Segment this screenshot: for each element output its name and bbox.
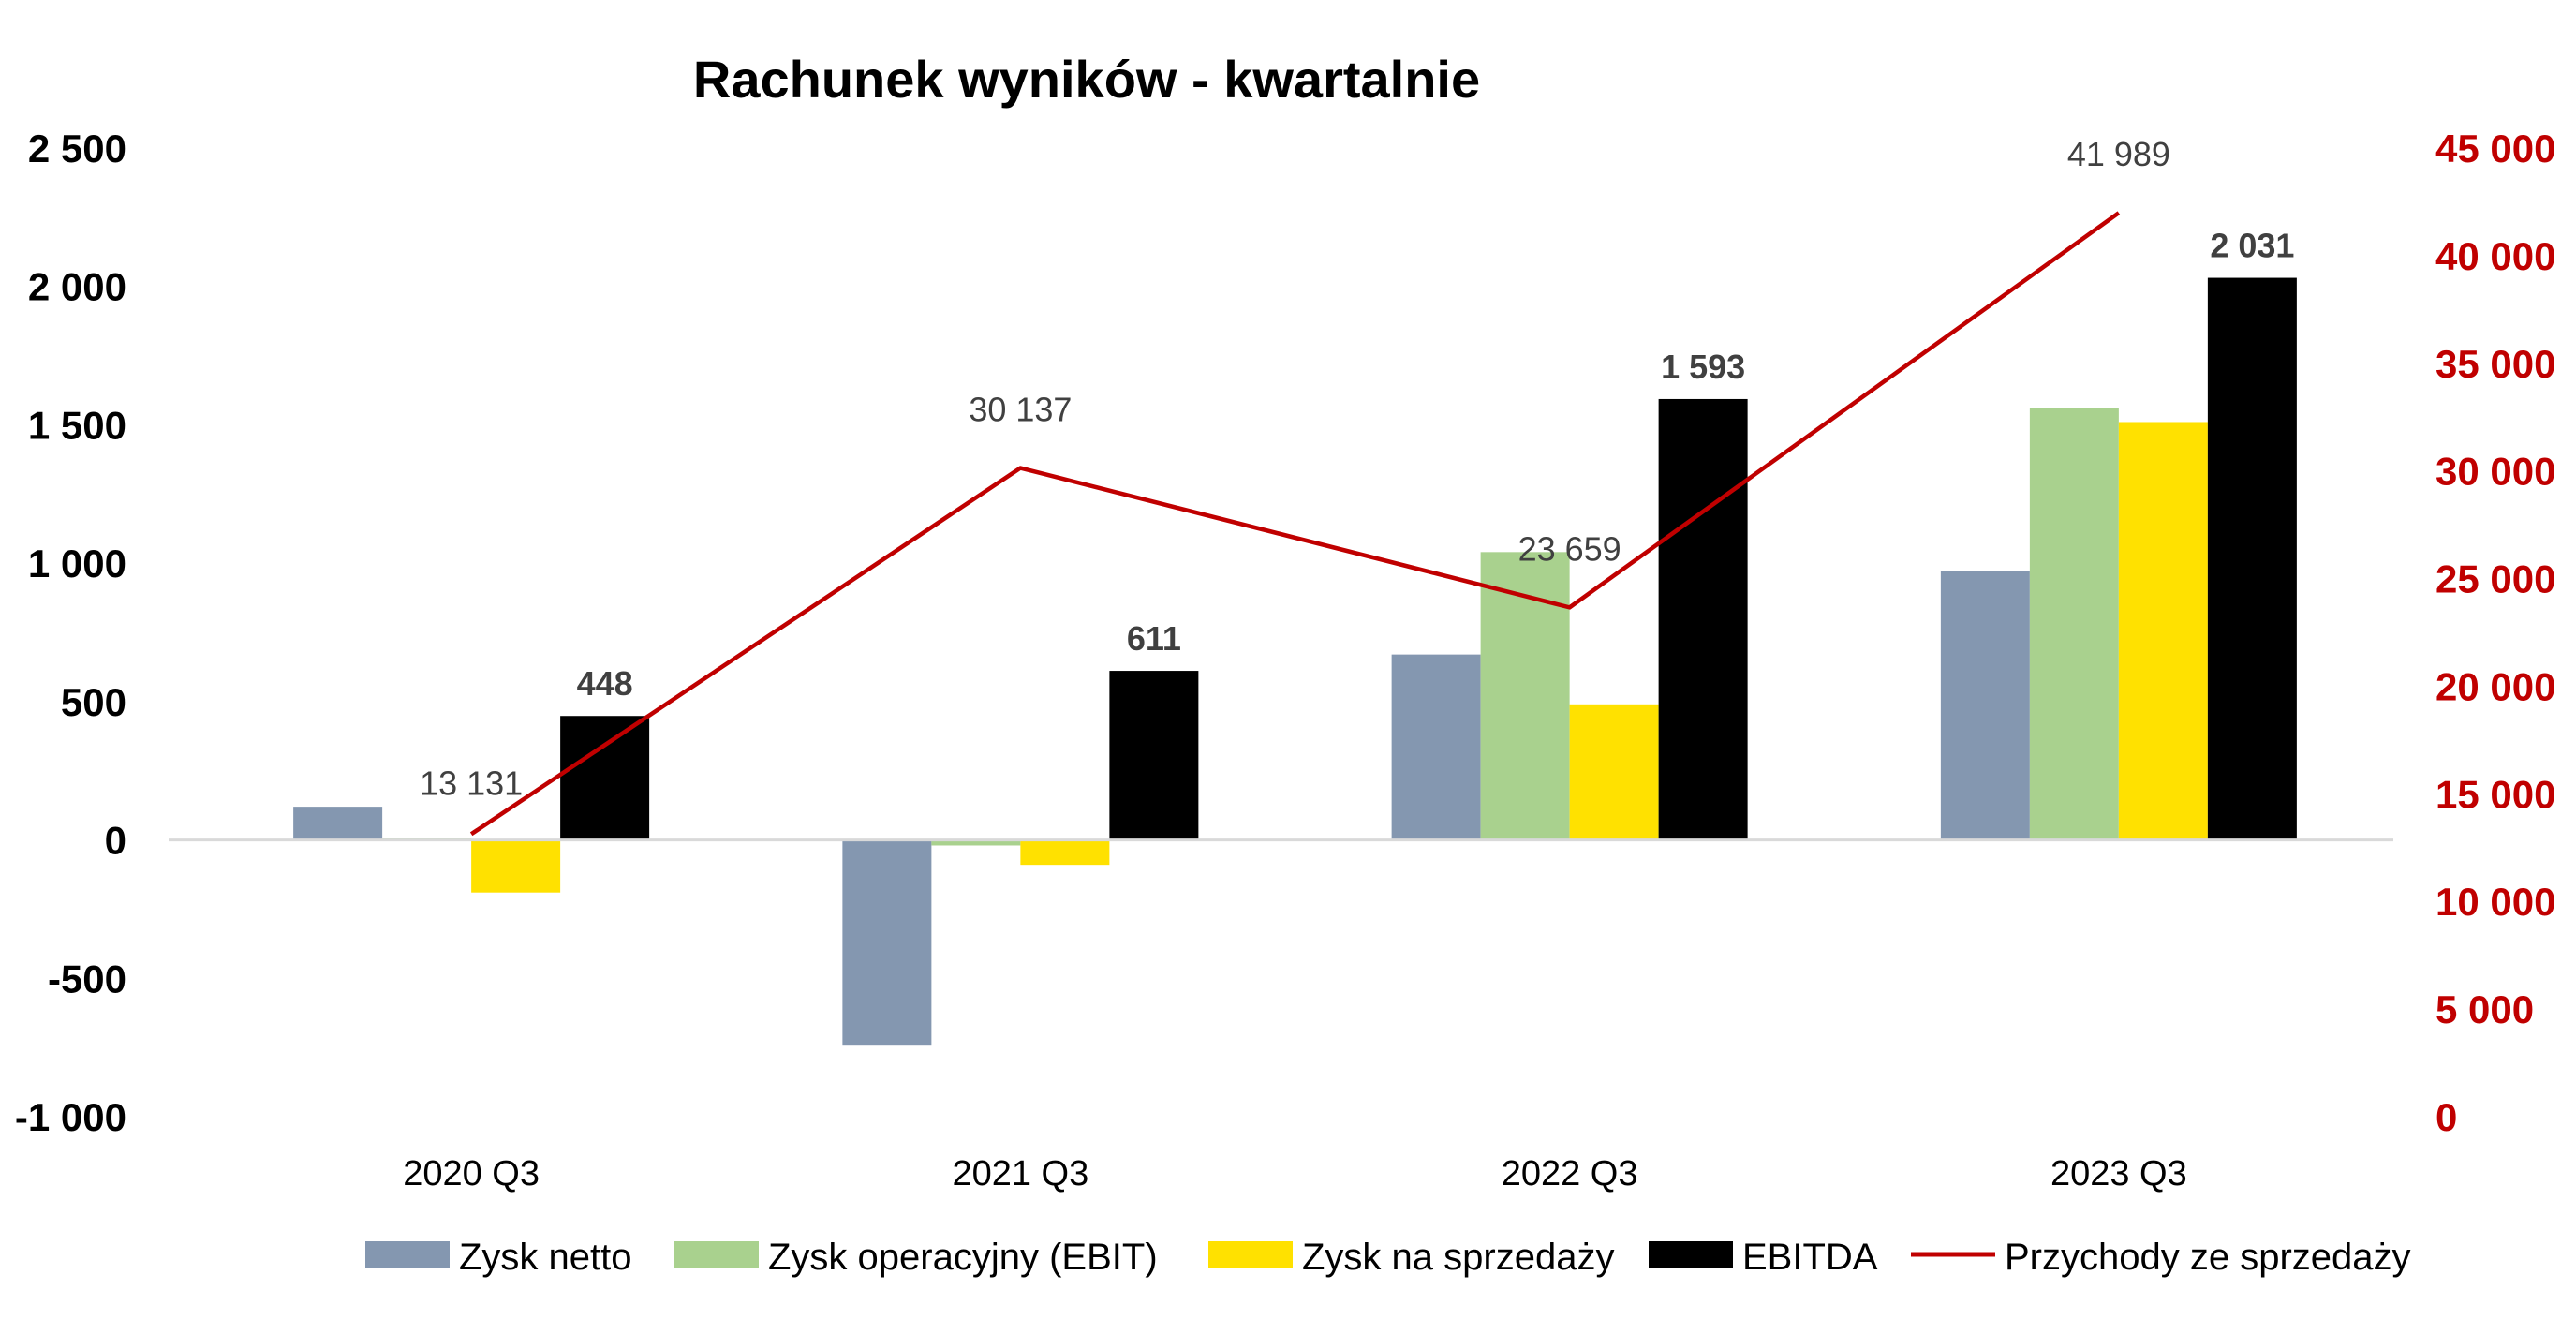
y-axis-left: -1 000 -500 0 500 1 000 1 500 2 000 2 500 bbox=[15, 126, 126, 1139]
x-tick-label: 2022 Q3 bbox=[1502, 1154, 1638, 1194]
x-tick-label: 2021 Q3 bbox=[952, 1154, 1088, 1194]
y-axis-right: 0 5 000 10 000 15 000 20 000 25 000 30 000 35 0… bbox=[2435, 126, 2555, 1139]
bar bbox=[1480, 552, 1570, 840]
legend: Zysk netto Zysk operacyjny (EBIT) Zysk na … bbox=[365, 1237, 2411, 1278]
y-tick-right: 30 000 bbox=[2435, 450, 2555, 494]
data-labels: 448 611 1 593 2 031 13 131 30 137 23 659 41 989 bbox=[420, 135, 2294, 802]
legend-swatch bbox=[1208, 1241, 1293, 1268]
y-tick-left: 0 bbox=[105, 819, 126, 863]
legend-item: EBITDA bbox=[1649, 1237, 1878, 1278]
legend-label: Zysk operacyjny (EBIT) bbox=[768, 1237, 1158, 1278]
bar bbox=[471, 839, 561, 893]
bar-data-label: 611 bbox=[1127, 619, 1181, 658]
bar-data-label: 2 031 bbox=[2210, 227, 2294, 265]
y-tick-right: 15 000 bbox=[2435, 772, 2555, 816]
y-tick-right: 45 000 bbox=[2435, 126, 2555, 171]
bar-data-label: 1 593 bbox=[1661, 348, 1745, 386]
y-tick-left: 1 000 bbox=[28, 541, 126, 586]
line-data-label: 41 989 bbox=[2067, 135, 2170, 173]
bar bbox=[2207, 277, 2297, 840]
line-series bbox=[469, 211, 2121, 837]
y-tick-left: 2 000 bbox=[28, 265, 126, 309]
y-tick-left: 500 bbox=[61, 680, 126, 724]
bar bbox=[931, 839, 1021, 846]
legend-label: Zysk na sprzedaży bbox=[1302, 1237, 1614, 1278]
legend-label: Przychody ze sprzedaży bbox=[2005, 1237, 2411, 1278]
y-tick-right: 40 000 bbox=[2435, 234, 2555, 278]
legend-swatch bbox=[674, 1241, 759, 1268]
bar-data-label: 448 bbox=[577, 664, 633, 703]
bar bbox=[1658, 398, 1748, 840]
line-data-label: 13 131 bbox=[420, 764, 523, 802]
bar bbox=[560, 716, 650, 840]
y-tick-left: -1 000 bbox=[15, 1095, 126, 1139]
bar bbox=[1569, 704, 1659, 840]
revenue-line bbox=[469, 211, 2121, 837]
bar bbox=[1940, 571, 2030, 840]
legend-item: Zysk operacyjny (EBIT) bbox=[674, 1237, 1158, 1278]
y-tick-left: 2 500 bbox=[28, 126, 126, 171]
y-tick-right: 5 000 bbox=[2435, 987, 2534, 1031]
legend-label: Zysk netto bbox=[459, 1237, 632, 1278]
line-data-label: 23 659 bbox=[1518, 529, 1621, 568]
y-tick-left: 1 500 bbox=[28, 403, 126, 447]
y-tick-right: 0 bbox=[2435, 1095, 2457, 1139]
line-data-label: 30 137 bbox=[969, 391, 1072, 429]
bar bbox=[1109, 671, 1199, 840]
legend-item: Zysk na sprzedaży bbox=[1208, 1237, 1614, 1278]
bar bbox=[1391, 654, 1481, 840]
legend-swatch bbox=[365, 1241, 450, 1268]
y-tick-left: -500 bbox=[48, 957, 126, 1001]
x-tick-label: 2023 Q3 bbox=[2050, 1154, 2187, 1194]
bar bbox=[1020, 839, 1110, 866]
legend-label: EBITDA bbox=[1742, 1237, 1878, 1278]
bar bbox=[2118, 422, 2208, 840]
legend-item: Zysk netto bbox=[365, 1237, 632, 1278]
bar bbox=[293, 807, 383, 840]
legend-swatch bbox=[1649, 1241, 1733, 1268]
y-tick-right: 35 000 bbox=[2435, 342, 2555, 386]
y-tick-right: 25 000 bbox=[2435, 557, 2555, 601]
y-tick-right: 20 000 bbox=[2435, 664, 2555, 708]
bar bbox=[842, 839, 932, 1046]
bar bbox=[2029, 408, 2119, 840]
chart-title: Rachunek wyników - kwartalnie bbox=[693, 50, 1480, 109]
x-axis: 2020 Q3 2021 Q3 2022 Q3 2023 Q3 bbox=[403, 1154, 2187, 1194]
y-tick-right: 10 000 bbox=[2435, 880, 2555, 924]
legend-item: Przychody ze sprzedaży bbox=[1911, 1237, 2411, 1278]
bars bbox=[293, 277, 2297, 1046]
x-tick-label: 2020 Q3 bbox=[403, 1154, 540, 1194]
